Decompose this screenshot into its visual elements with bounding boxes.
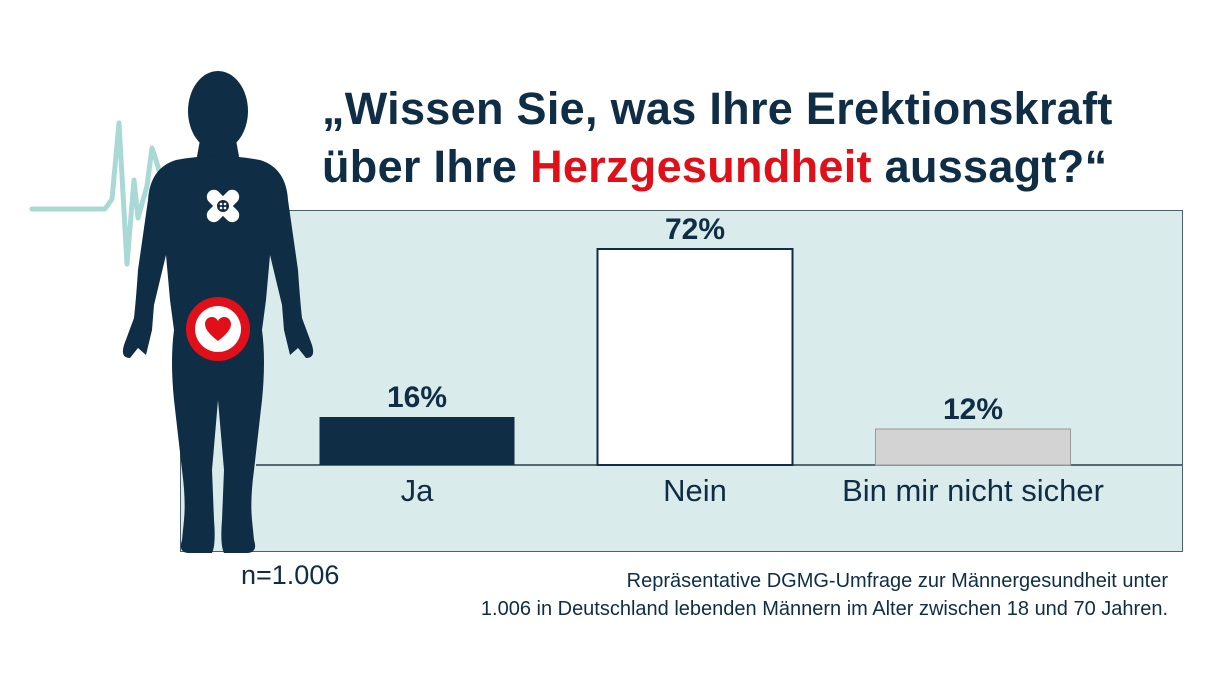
value-label-nein: 72% [665,213,725,246]
title-line-2-start: über Ihre [322,141,531,192]
category-label-unsure: Bin mir nicht sicher [842,473,1104,508]
heart-icon [186,297,250,361]
sample-size-note: n=1.006 [241,560,340,590]
bandage-icon [206,189,240,223]
heartbeat-line-icon [29,120,173,267]
source-line-2: 1.006 in Deutschland lebenden Männern im… [480,598,1168,620]
bar-ja [319,417,515,465]
source-note: Repräsentative DGMG-Umfrage zur Männerge… [468,567,1168,623]
title-highlight: Herzgesundheit [530,141,872,192]
value-label-unsure: 12% [943,393,1003,426]
bar-unsure [875,428,1071,466]
value-label-ja: 16% [387,381,447,414]
title-line-1: „Wissen Sie, was Ihre Erektionskraft [322,83,1113,134]
category-label-nein: Nein [663,473,727,508]
chart-title: „Wissen Sie, was Ihre Erektionskraft übe… [322,80,1202,196]
human-silhouette-icon [122,71,314,553]
source-line-1: Repräsentative DGMG-Umfrage zur Männerge… [626,570,1168,592]
bar-nein [596,248,794,466]
title-line-2-end: aussagt?“ [871,141,1108,192]
category-label-ja: Ja [401,473,435,508]
